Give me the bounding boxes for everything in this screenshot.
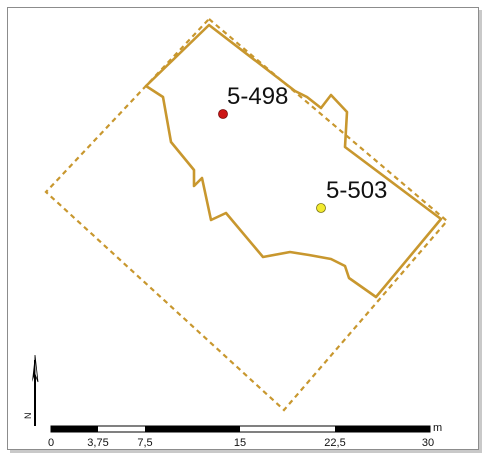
point-5-503-marker[interactable]	[316, 203, 326, 213]
dashed-boundary	[44, 17, 449, 412]
scale-tick-label: 30	[422, 437, 434, 449]
scale-segment	[335, 426, 430, 432]
point-5-503-label: 5-503	[326, 177, 387, 204]
scale-tick-label: 7,5	[137, 437, 152, 449]
building-outline	[144, 23, 443, 299]
scale-bar	[50, 425, 431, 433]
scale-unit-label: m	[433, 422, 442, 434]
point-5-498-marker[interactable]	[218, 109, 228, 119]
scale-segment	[145, 426, 240, 432]
scale-tick-label: 22,5	[324, 437, 345, 449]
point-5-498-label: 5-498	[227, 83, 288, 110]
scale-tick-label: 3,75	[87, 437, 108, 449]
north-label: N	[23, 413, 33, 420]
scale-tick-label: 0	[48, 437, 54, 449]
scale-tick-label: 15	[234, 437, 246, 449]
north-arrow-icon: N	[23, 354, 39, 426]
scale-segment	[51, 426, 98, 432]
